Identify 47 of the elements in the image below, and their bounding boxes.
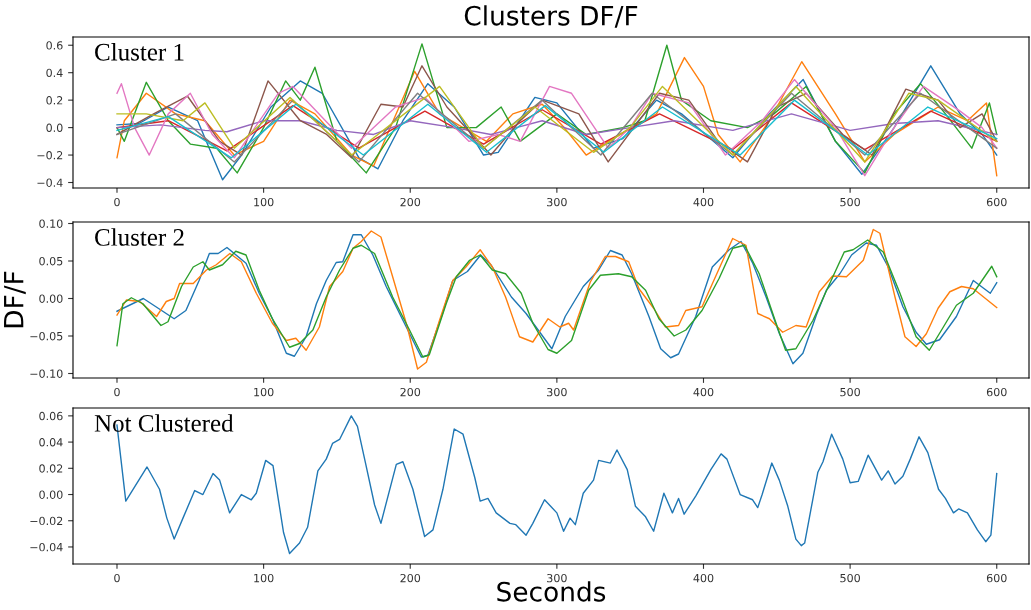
x-tick-label: 400 xyxy=(693,573,714,583)
y-tick-label: 0.00 xyxy=(39,490,63,499)
x-tick-label: 0 xyxy=(114,573,120,583)
x-tick-label: 400 xyxy=(693,197,714,207)
annotation: Cluster 1 xyxy=(95,43,184,61)
line-series xyxy=(116,99,998,159)
x-tick-label: 200 xyxy=(400,573,421,583)
annotation: Cluster 2 xyxy=(95,228,184,246)
x-tick-label: 0 xyxy=(114,387,120,397)
x-tick-label: 600 xyxy=(986,197,1007,207)
y-axis-title: DF/F xyxy=(4,271,26,328)
x-tick-label: 400 xyxy=(693,387,714,397)
x-tick-label: 300 xyxy=(547,387,567,397)
y-tick-label: 0.0 xyxy=(46,123,63,132)
chart-title: Clusters DF/F xyxy=(464,5,638,28)
x-tick-label: 500 xyxy=(840,387,860,397)
x-tick-label: 600 xyxy=(986,387,1007,397)
x-tick-label: 200 xyxy=(400,387,421,397)
y-tick-label: 0.00 xyxy=(39,294,63,303)
y-tick-label: −0.2 xyxy=(37,151,63,160)
x-tick-label: 600 xyxy=(986,573,1007,583)
x-tick-label: 500 xyxy=(840,573,860,583)
x-tick-label: 500 xyxy=(840,197,860,207)
y-tick-label: 0.6 xyxy=(46,41,63,50)
y-tick-label: 0.05 xyxy=(39,256,63,266)
y-tick-label: 0.4 xyxy=(46,68,63,78)
y-tick-label: −0.04 xyxy=(30,542,63,552)
x-tick-label: 300 xyxy=(547,573,567,583)
annotation: Not Clustered xyxy=(94,414,234,432)
y-tick-label: −0.05 xyxy=(30,331,63,341)
x-tick-label: 300 xyxy=(547,197,567,207)
y-tick-label: 0.04 xyxy=(39,438,63,447)
x-tick-label: 100 xyxy=(254,197,274,207)
x-tick-label: 100 xyxy=(254,573,274,583)
x-axis-title: Seconds xyxy=(497,581,606,602)
x-tick-label: 200 xyxy=(400,197,421,207)
y-tick-label: 0.2 xyxy=(46,96,63,105)
line-series xyxy=(116,113,998,136)
y-tick-label: −0.4 xyxy=(37,178,63,187)
y-tick-label: −0.10 xyxy=(30,369,63,378)
x-tick-label: 100 xyxy=(254,387,274,397)
y-tick-label: 0.02 xyxy=(39,464,63,473)
y-tick-label: −0.02 xyxy=(30,516,63,526)
x-tick-label: 0 xyxy=(114,197,120,207)
line-series xyxy=(116,65,998,163)
y-tick-label: 0.06 xyxy=(39,411,63,421)
y-tick-label: 0.10 xyxy=(39,219,63,228)
